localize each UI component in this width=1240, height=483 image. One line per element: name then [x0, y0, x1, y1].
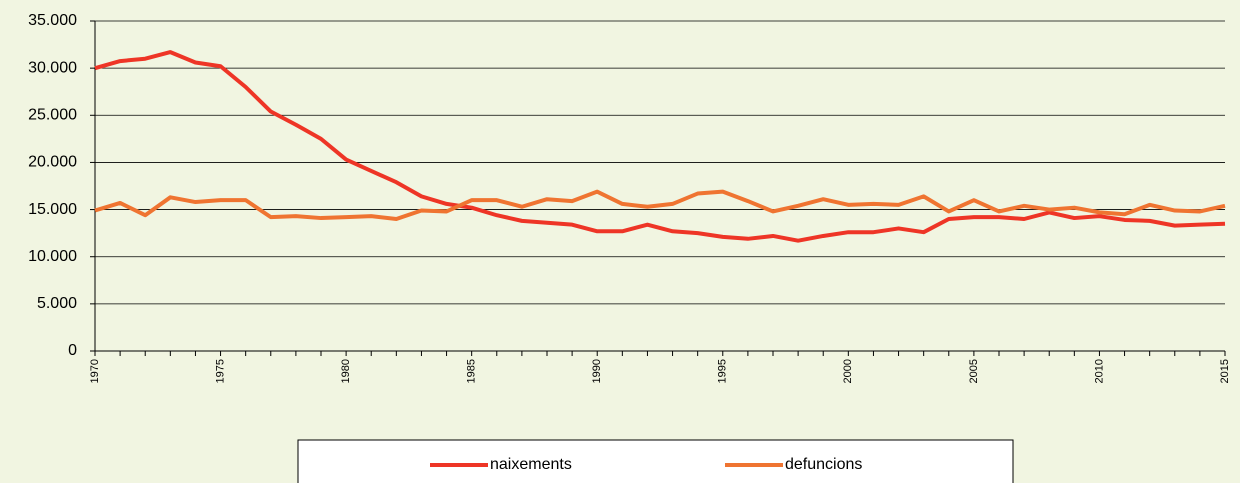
x-tick-label: 2005: [968, 359, 980, 383]
legend-label: defuncions: [785, 456, 862, 473]
y-tick-label: 15.000: [28, 201, 77, 218]
x-tick-label: 2015: [1219, 359, 1231, 383]
y-tick-label: 30.000: [28, 59, 77, 76]
line-series: [94, 50, 1226, 243]
y-tick-label: 20.000: [28, 154, 77, 171]
y-tick-label: 5.000: [37, 295, 77, 312]
x-tick-label: 1975: [214, 359, 226, 383]
x-tick-label: 1995: [717, 359, 729, 383]
legend: naixements defuncions: [297, 439, 1014, 483]
x-tick-label: 1980: [340, 359, 352, 383]
y-tick-label: 35.000: [28, 12, 77, 29]
legend-box: [297, 439, 1014, 483]
x-tick-label: 1985: [466, 359, 478, 383]
x-tick-label: 2000: [842, 359, 854, 383]
y-tick-label: 10.000: [28, 248, 77, 265]
legend-label: naixements: [490, 456, 572, 473]
x-tick-label: 1970: [89, 359, 101, 383]
line-series: [94, 189, 1226, 221]
y-tick-label: 0: [68, 342, 77, 359]
y-tick-label: 25.000: [28, 107, 77, 124]
x-tick-label: 1990: [591, 359, 603, 383]
x-tick-label: 2010: [1093, 359, 1105, 383]
